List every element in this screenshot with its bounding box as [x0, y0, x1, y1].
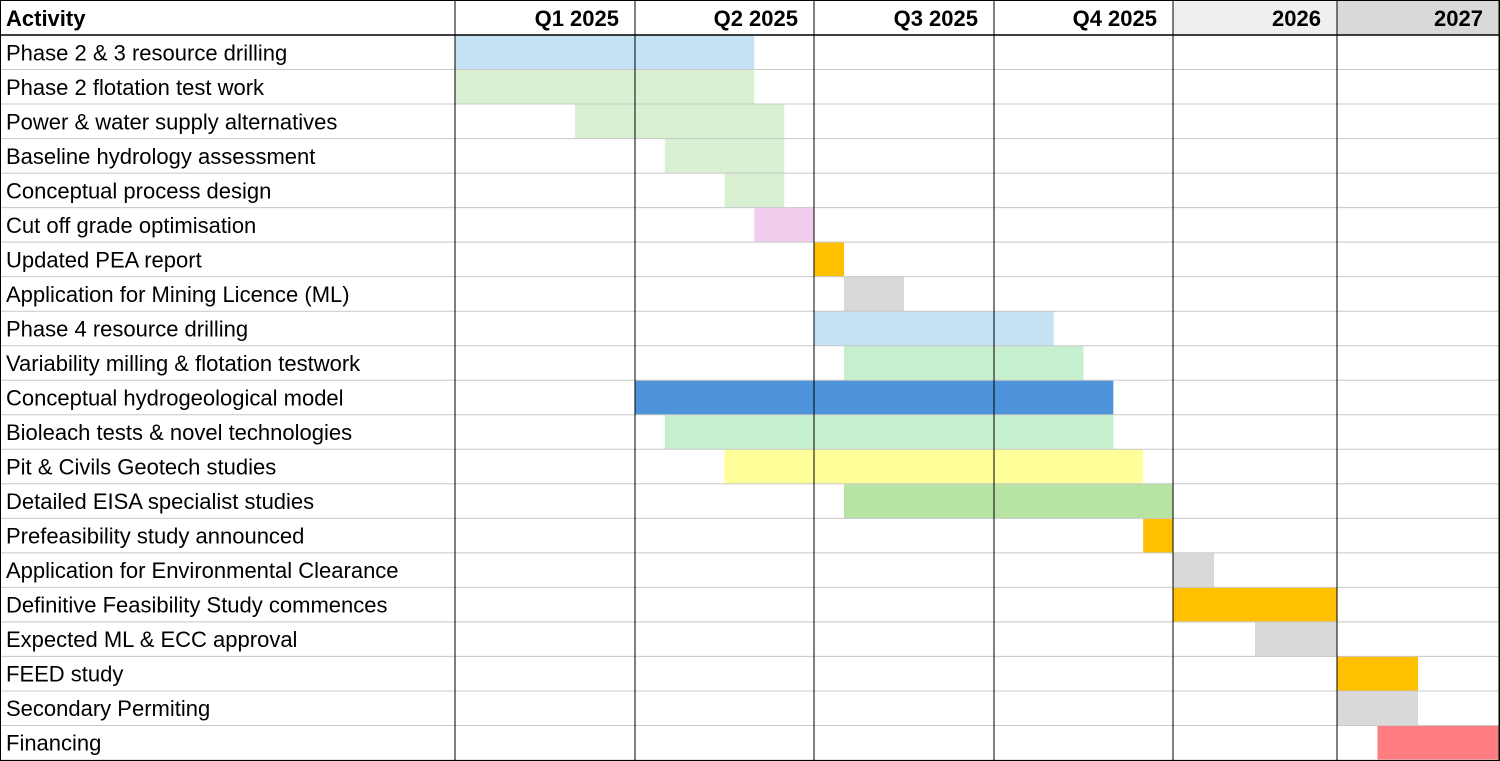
header-cell-bg [994, 0, 1173, 35]
task-bar [1377, 725, 1499, 760]
task-label: Definitive Feasibility Study commences [6, 593, 387, 618]
header-period: Q1 2025 [535, 6, 619, 31]
header-cell-bg [1337, 0, 1499, 35]
task-bar [575, 104, 785, 139]
task-bar [455, 35, 755, 70]
task-bar [844, 345, 1084, 381]
header-period: 2027 [1434, 6, 1483, 31]
task-label: Cut off grade optimisation [6, 213, 256, 238]
task-bar [814, 311, 1054, 346]
task-label: Conceptual process design [6, 178, 271, 203]
task-label: Application for Mining Licence (ML) [6, 282, 350, 307]
task-bar [664, 138, 785, 174]
task-bar [814, 242, 844, 277]
task-bar [1337, 656, 1418, 691]
task-label: Prefeasibility study announced [6, 524, 304, 549]
task-bar [1173, 552, 1214, 588]
header-period: Q3 2025 [894, 6, 978, 31]
task-bar [1255, 621, 1337, 657]
header-cell-bg [814, 0, 994, 35]
task-label: Updated PEA report [6, 247, 202, 272]
task-bar [635, 380, 1114, 415]
task-label: Bioleach tests & novel technologies [6, 420, 352, 445]
task-label: Secondary Permiting [6, 696, 210, 721]
task-label: Phase 4 resource drilling [6, 316, 248, 341]
task-label: Baseline hydrology assessment [6, 144, 315, 169]
task-bar [844, 276, 904, 312]
header-cell-bg [455, 0, 635, 35]
header-period: Q2 2025 [714, 6, 798, 31]
task-bar [1173, 587, 1337, 622]
task-bar [754, 207, 814, 243]
task-bar [664, 414, 1114, 450]
header-activity: Activity [6, 6, 86, 31]
header-period: 2026 [1272, 6, 1321, 31]
task-bar [724, 449, 1144, 484]
task-label: Conceptual hydrogeological model [6, 386, 344, 411]
task-label: Pit & Civils Geotech studies [6, 455, 276, 480]
task-label: Financing [6, 731, 101, 756]
task-bar [1337, 690, 1418, 726]
task-label: Application for Environmental Clearance [6, 558, 399, 583]
task-label: Phase 2 & 3 resource drilling [6, 40, 287, 65]
header-cell-bg [1173, 0, 1337, 35]
task-bar [455, 69, 755, 105]
task-bar [1143, 518, 1173, 553]
task-label: Power & water supply alternatives [6, 109, 337, 134]
header-cell-bg [635, 0, 814, 35]
header-period: Q4 2025 [1073, 6, 1157, 31]
task-label: Expected ML & ECC approval [6, 627, 297, 652]
task-label: FEED study [6, 662, 123, 687]
task-bar [724, 173, 785, 208]
task-bar [844, 483, 1173, 519]
task-label: Phase 2 flotation test work [6, 75, 265, 100]
task-label: Detailed EISA specialist studies [6, 489, 314, 514]
task-label: Variability milling & flotation testwork [6, 351, 361, 376]
